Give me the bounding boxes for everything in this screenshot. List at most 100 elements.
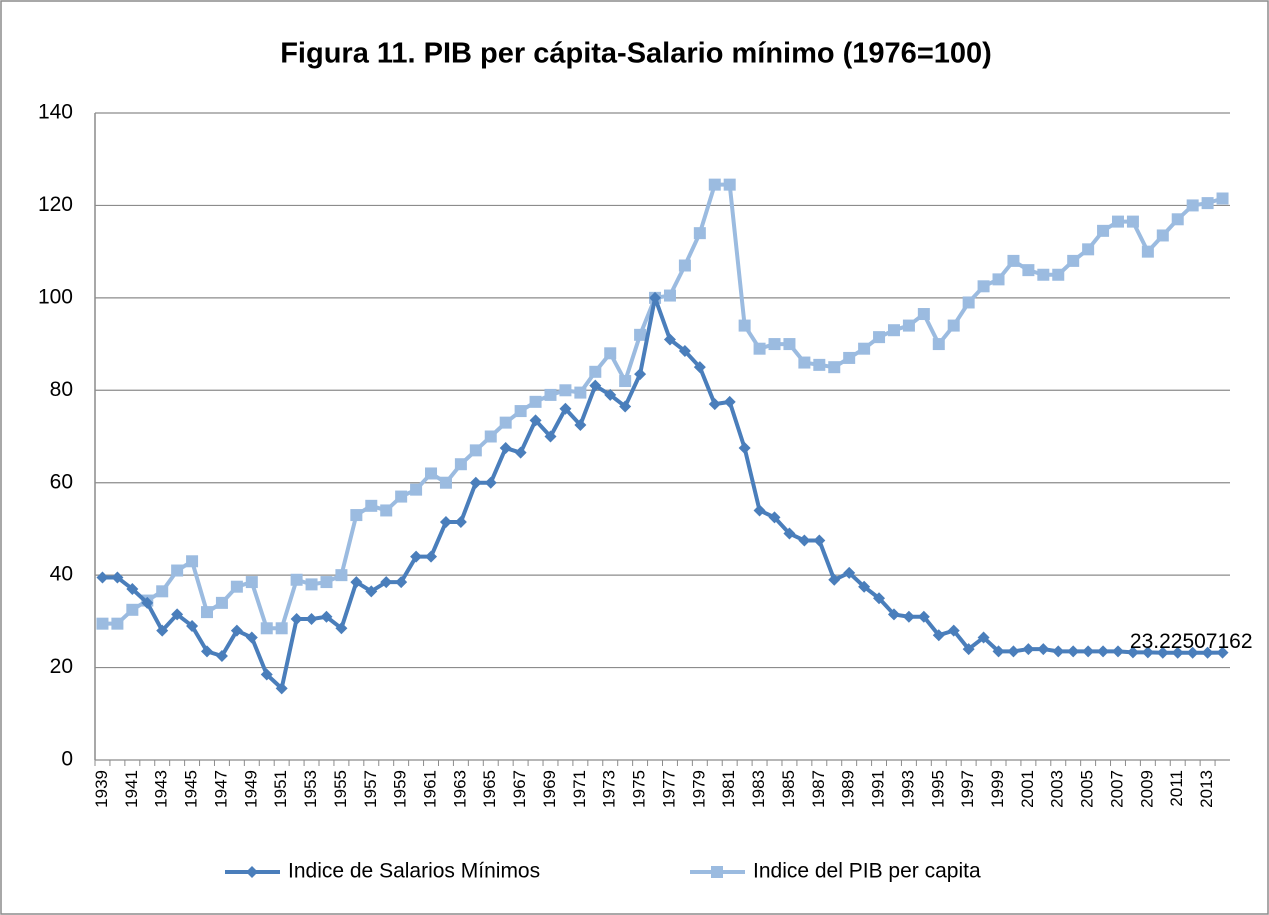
data-point bbox=[201, 645, 214, 658]
x-tick-label: 1987 bbox=[809, 770, 828, 808]
data-point bbox=[1022, 264, 1035, 277]
x-tick-label: 2013 bbox=[1197, 770, 1216, 808]
data-point bbox=[245, 631, 258, 644]
data-point bbox=[1216, 192, 1229, 205]
data-point bbox=[141, 596, 154, 609]
series-line bbox=[102, 182, 1224, 631]
data-point bbox=[902, 610, 915, 623]
data-point bbox=[1007, 645, 1020, 658]
data-point bbox=[1111, 215, 1124, 228]
x-tick-label: 2007 bbox=[1107, 770, 1126, 808]
data-point bbox=[589, 379, 602, 392]
data-point bbox=[320, 610, 333, 623]
y-tick-label: 80 bbox=[50, 378, 73, 401]
data-point bbox=[992, 273, 1005, 286]
data-point bbox=[1097, 224, 1110, 237]
data-point bbox=[290, 573, 303, 586]
data-point bbox=[335, 569, 348, 582]
data-point bbox=[559, 402, 572, 415]
data-point bbox=[290, 613, 303, 626]
data-point bbox=[1201, 646, 1214, 659]
data-point bbox=[230, 580, 243, 593]
data-point bbox=[962, 296, 975, 309]
data-point bbox=[663, 289, 676, 302]
data-point bbox=[260, 622, 273, 635]
data-point bbox=[798, 356, 811, 369]
data-point bbox=[96, 571, 109, 584]
y-tick-label: 100 bbox=[38, 285, 73, 308]
data-point bbox=[305, 578, 318, 591]
data-point bbox=[559, 384, 572, 397]
data-point bbox=[1082, 645, 1095, 658]
data-point bbox=[365, 585, 378, 598]
x-tick-label: 1991 bbox=[869, 770, 888, 808]
y-tick-label: 20 bbox=[50, 655, 73, 678]
data-point bbox=[1007, 254, 1020, 267]
data-point bbox=[843, 351, 856, 364]
data-point bbox=[843, 566, 856, 579]
x-tick-label: 1979 bbox=[689, 770, 708, 808]
data-point bbox=[1186, 646, 1199, 659]
data-point bbox=[738, 319, 751, 332]
data-point bbox=[425, 550, 438, 563]
data-point bbox=[589, 365, 602, 378]
data-point bbox=[171, 608, 184, 621]
x-tick-label: 1951 bbox=[271, 770, 290, 808]
data-point bbox=[902, 319, 915, 332]
data-point bbox=[828, 361, 841, 374]
data-point bbox=[275, 682, 288, 695]
data-point bbox=[514, 446, 527, 459]
data-point bbox=[454, 458, 467, 471]
x-tick-label: 1983 bbox=[749, 770, 768, 808]
x-tick-label: 2001 bbox=[1018, 770, 1037, 808]
x-tick-label: 1997 bbox=[958, 770, 977, 808]
data-point bbox=[1067, 254, 1080, 267]
data-point bbox=[1111, 645, 1124, 658]
data-point bbox=[484, 476, 497, 489]
data-point bbox=[783, 338, 796, 351]
data-point bbox=[932, 629, 945, 642]
data-point bbox=[529, 414, 542, 427]
data-point bbox=[126, 583, 139, 596]
data-point bbox=[813, 534, 826, 547]
data-point bbox=[858, 580, 871, 593]
x-tick-label: 1943 bbox=[152, 770, 171, 808]
data-point bbox=[574, 386, 587, 399]
x-tick-label: 1955 bbox=[331, 770, 350, 808]
data-point bbox=[111, 617, 124, 630]
data-point bbox=[1126, 646, 1139, 659]
x-tick-label: 1965 bbox=[480, 770, 499, 808]
y-tick-label: 120 bbox=[38, 193, 73, 216]
data-point bbox=[215, 650, 228, 663]
data-point bbox=[813, 358, 826, 371]
data-point bbox=[992, 645, 1005, 658]
data-point bbox=[1097, 645, 1110, 658]
data-point bbox=[201, 606, 214, 619]
data-point bbox=[1052, 268, 1065, 281]
data-label: 23.22507162 bbox=[1130, 630, 1253, 653]
data-point bbox=[395, 576, 408, 589]
data-point bbox=[753, 342, 766, 355]
data-point bbox=[245, 576, 258, 589]
data-point bbox=[887, 324, 900, 337]
data-point bbox=[1186, 199, 1199, 212]
data-point bbox=[917, 610, 930, 623]
data-point bbox=[753, 504, 766, 517]
x-tick-label: 1981 bbox=[719, 770, 738, 808]
data-point bbox=[962, 643, 975, 656]
data-point bbox=[1141, 646, 1154, 659]
data-point bbox=[828, 573, 841, 586]
x-tick-label: 1971 bbox=[570, 770, 589, 808]
data-point bbox=[1037, 643, 1050, 656]
data-point bbox=[410, 483, 423, 496]
data-point bbox=[678, 259, 691, 272]
data-point bbox=[1052, 645, 1065, 658]
data-point bbox=[1201, 197, 1214, 210]
data-point bbox=[275, 622, 288, 635]
x-tick-label: 1957 bbox=[361, 770, 380, 808]
data-point bbox=[410, 550, 423, 563]
data-point bbox=[156, 624, 169, 637]
data-point bbox=[693, 227, 706, 240]
legend-marker bbox=[711, 866, 723, 878]
data-point bbox=[1067, 645, 1080, 658]
